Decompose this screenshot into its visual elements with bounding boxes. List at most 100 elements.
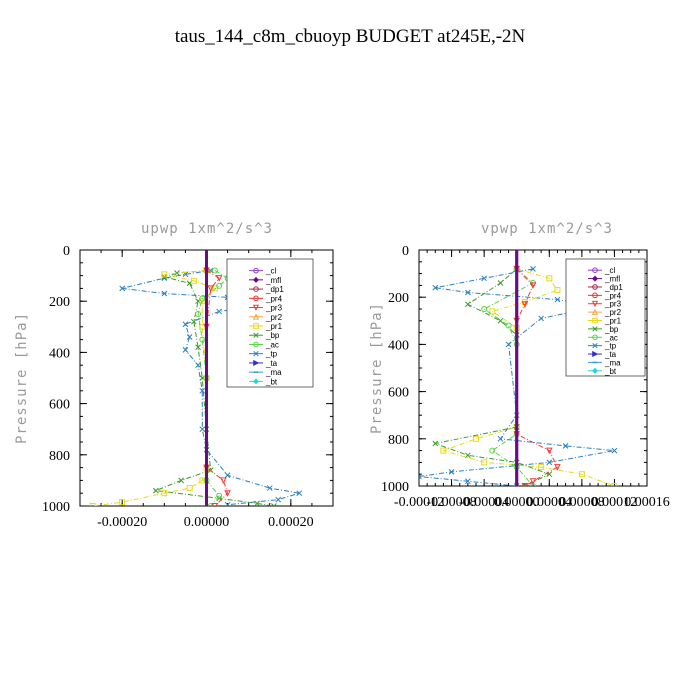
data-point-bp xyxy=(254,500,260,506)
legend-marker xyxy=(253,359,260,367)
data-point-pr1 xyxy=(89,503,96,506)
legend-label: _dp1 xyxy=(604,283,623,292)
data-point-pr1 xyxy=(611,483,618,486)
data-point-tp xyxy=(275,496,282,503)
legend-label: _pr1 xyxy=(265,322,283,331)
y-axis-label: Pressure [hPa] xyxy=(14,312,30,444)
data-point-pr3 xyxy=(224,490,231,497)
y-tick-label: 0 xyxy=(63,244,70,259)
legend-marker xyxy=(252,313,260,320)
data-point-bp xyxy=(195,344,201,351)
panel-title: vpwp 1xm^2/s^3 xyxy=(481,221,613,237)
data-point-pr1 xyxy=(186,485,193,492)
x-tick-label: 0.00008 xyxy=(559,495,605,510)
y-tick-label: 800 xyxy=(388,433,409,448)
data-point-ac xyxy=(489,447,496,454)
data-point-bp xyxy=(465,301,471,308)
data-point-pr3 xyxy=(545,447,553,455)
data-point-tp xyxy=(216,308,223,315)
series-line-ac xyxy=(197,270,229,506)
data-point-pr1 xyxy=(554,287,561,294)
data-point-tp xyxy=(465,289,471,296)
data-point-tp xyxy=(266,485,273,491)
legend-box xyxy=(226,258,314,388)
x-tick-label: -0.00008 xyxy=(426,495,476,510)
legend-marker xyxy=(592,343,598,349)
data-point-pr1 xyxy=(119,499,126,506)
y-axis-label: Pressure [hPa] xyxy=(369,302,385,434)
legend-marker xyxy=(591,308,599,315)
legend-box xyxy=(565,258,646,377)
legend-marker xyxy=(253,332,259,338)
data-point-pr1 xyxy=(440,447,447,454)
x-tick-label: 0.00012 xyxy=(592,495,638,510)
y-tick-label: 400 xyxy=(49,346,70,361)
legend-label: _pr4 xyxy=(265,294,283,303)
data-point-pr1 xyxy=(489,308,496,315)
figure-title: taus_144_c8m_cbuoyp BUDGET at245E,-2N xyxy=(175,26,526,47)
legend-label: _pr2 xyxy=(265,313,283,322)
x-tick-label: -0.00012 xyxy=(394,495,444,510)
y-tick-label: 200 xyxy=(388,291,409,306)
x-tick-label: 0.00016 xyxy=(624,495,670,510)
legend-marker xyxy=(592,350,599,358)
legend-label: _ma xyxy=(604,358,621,367)
data-point-bp xyxy=(190,318,197,325)
legend-label: _dp1 xyxy=(265,285,284,294)
data-point-pr3 xyxy=(220,477,227,485)
data-point-pr3 xyxy=(521,301,529,308)
legend-marker xyxy=(253,323,259,329)
x-tick-label: 0.00020 xyxy=(268,515,314,530)
y-tick-label: 400 xyxy=(388,338,409,353)
data-point-tp xyxy=(562,443,569,449)
data-point-tp xyxy=(513,483,520,486)
data-point-bp xyxy=(153,487,159,494)
legend-label: _bt xyxy=(265,377,278,386)
legend-marker xyxy=(253,351,259,357)
data-point-tp xyxy=(530,266,536,272)
legend-label: _mfl xyxy=(604,275,620,284)
data-point-tp xyxy=(182,321,189,328)
data-point-pr1 xyxy=(161,490,168,497)
data-point-tp xyxy=(186,334,193,340)
data-point-tp xyxy=(554,296,561,303)
y-tick-label: 200 xyxy=(49,295,70,310)
data-point-pr1 xyxy=(538,464,545,471)
data-point-tp xyxy=(538,315,544,322)
data-point-pr3 xyxy=(211,503,219,506)
series-line-pr1 xyxy=(441,268,615,486)
legend-marker xyxy=(253,341,259,348)
legend-label: _cl xyxy=(604,266,615,275)
legend-marker xyxy=(592,326,598,332)
legend-label: _mfl xyxy=(265,276,281,285)
panel-1: upwp 1xm^2/s^3 Pressure [hPa] 0 200 400 600 80… xyxy=(14,221,334,530)
data-point-tp xyxy=(611,447,618,454)
y-tick-label: 600 xyxy=(49,398,70,413)
data-point-tp xyxy=(481,275,487,282)
data-point-ac xyxy=(211,267,218,274)
legend-label: _pr4 xyxy=(604,291,622,300)
data-point-ac xyxy=(481,306,488,312)
data-point-tp xyxy=(119,285,126,292)
legend-label: _ta xyxy=(604,350,617,359)
legend-label: _cl xyxy=(265,267,276,276)
data-point-tp xyxy=(199,426,206,433)
legend-marker xyxy=(591,275,599,282)
data-point-tp xyxy=(296,490,303,497)
data-point-tp xyxy=(182,346,189,353)
legend-label: _ma xyxy=(265,368,282,377)
series-group xyxy=(89,250,303,506)
data-point-pr1 xyxy=(190,277,197,284)
data-point-pr3 xyxy=(521,483,529,486)
legend-label: _pr2 xyxy=(604,308,622,317)
data-point-bp xyxy=(432,440,439,447)
legend-marker xyxy=(253,267,259,274)
data-point-pr1 xyxy=(546,275,553,282)
x-tick-label: -0.00020 xyxy=(97,515,147,530)
legend-marker xyxy=(252,378,260,385)
data-point-ac xyxy=(216,492,223,499)
data-point-ac xyxy=(207,503,214,506)
legend-label: _pr3 xyxy=(265,304,283,313)
legend-marker xyxy=(253,295,259,302)
data-point-tp xyxy=(161,290,168,297)
